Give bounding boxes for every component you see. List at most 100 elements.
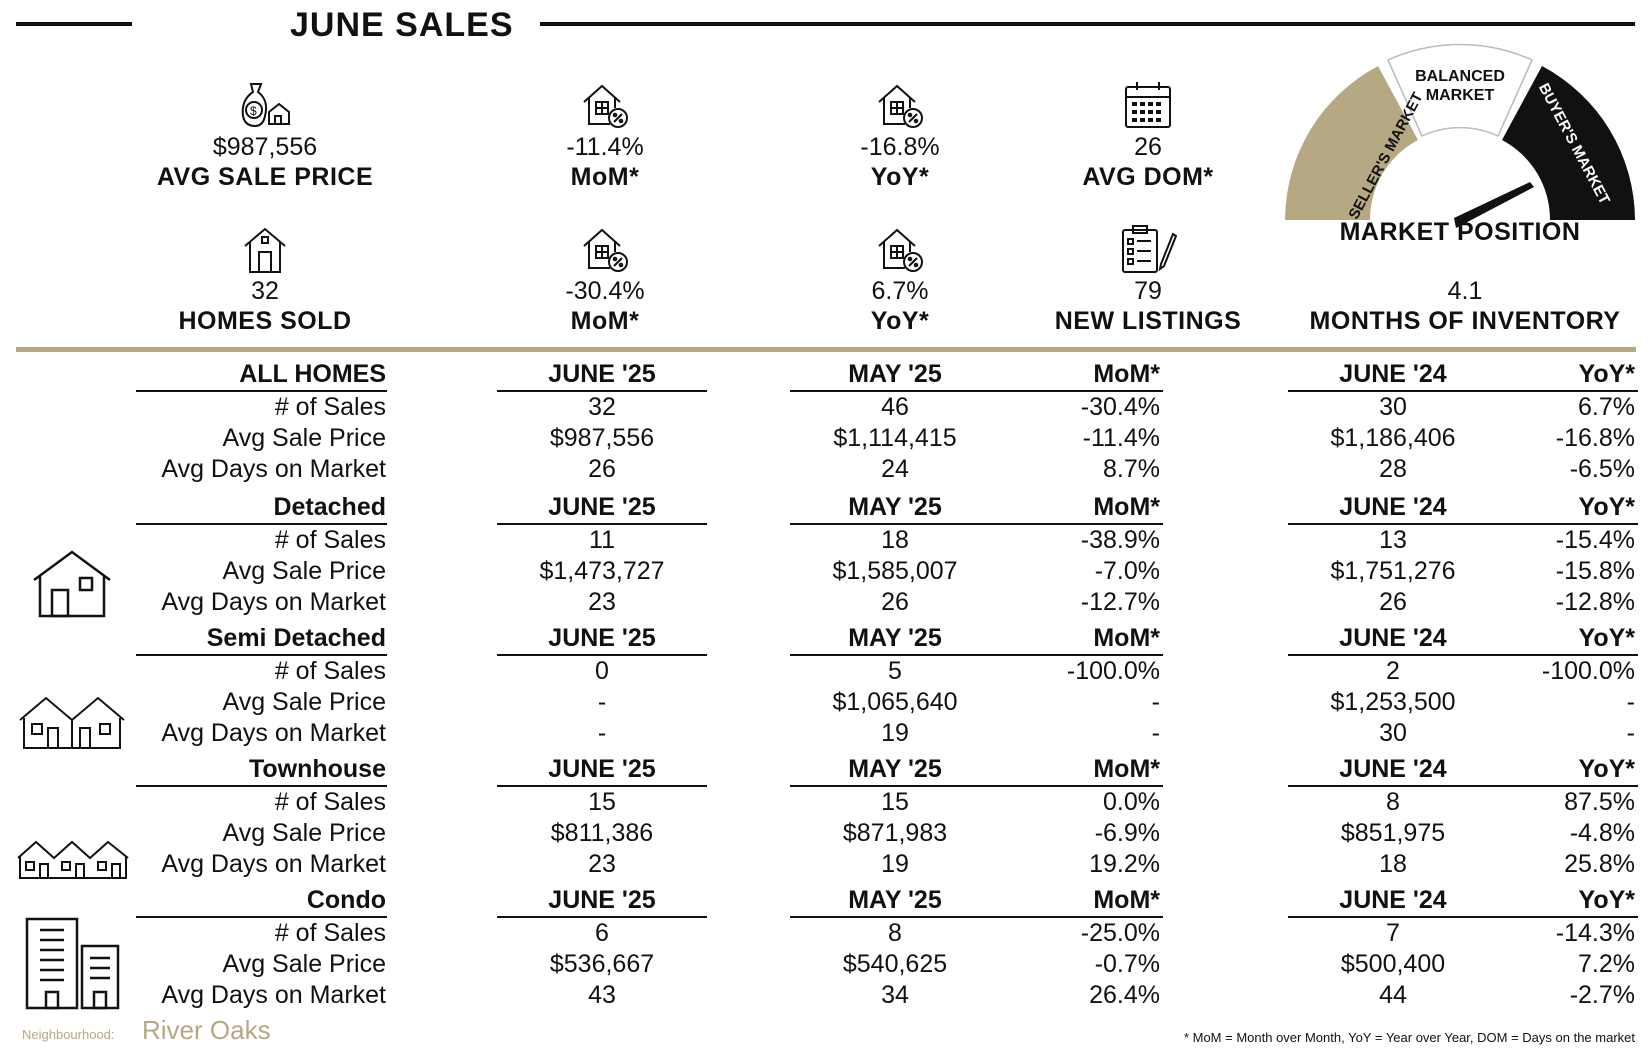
header-underline <box>1288 785 1638 787</box>
column-header: MAY '25 <box>848 886 942 914</box>
table-cell: -25.0% <box>1080 919 1160 947</box>
row-label: Avg Days on Market <box>161 588 386 616</box>
stat-value: 32 <box>251 277 279 305</box>
table-cell: 23 <box>588 588 616 616</box>
row-label: # of Sales <box>274 526 386 554</box>
table-cell: -6.5% <box>1569 455 1635 483</box>
header-underline <box>1288 654 1638 656</box>
table-cell: 43 <box>588 981 616 1009</box>
table-cell: -7.0% <box>1094 557 1160 585</box>
table-cell: 0.0% <box>1103 788 1160 816</box>
row-label: Avg Days on Market <box>161 455 386 483</box>
table-cell: -11.4% <box>1082 424 1160 452</box>
stat-homes-sold: 32 HOMES SOLD <box>125 222 405 336</box>
footnote: * MoM = Month over Month, YoY = Year ove… <box>1183 1030 1635 1045</box>
market-position-gauge: SELLER'S MARKET BALANCED MARKET BUYER'S … <box>1270 40 1650 245</box>
table-cell: 6.7% <box>1578 393 1635 421</box>
table-cell: 18 <box>881 526 909 554</box>
table-cell: -16.8% <box>1555 424 1635 452</box>
table-cell: -14.3% <box>1555 919 1635 947</box>
table-cell: 6 <box>595 919 609 947</box>
balanced-label-2: MARKET <box>1426 87 1495 104</box>
table-cell: -2.7% <box>1569 981 1635 1009</box>
row-label: Avg Sale Price <box>222 950 386 978</box>
stat-months-inventory: 4.1 MONTHS OF INVENTORY <box>1290 222 1640 336</box>
table-cell: 19.2% <box>1089 850 1160 878</box>
header-underline <box>790 916 1163 918</box>
table-cell: 8 <box>888 919 902 947</box>
column-header: MoM* <box>1093 755 1160 783</box>
header-underline <box>1288 523 1638 525</box>
table-cell: -0.7% <box>1094 950 1160 978</box>
stat-value: -30.4% <box>565 277 645 305</box>
column-header: MAY '25 <box>848 493 942 521</box>
stat-yoy-sales: 6.7% YoY* <box>760 222 1040 336</box>
header-underline <box>790 390 1163 392</box>
header-underline <box>136 654 387 656</box>
table-cell: 7 <box>1386 919 1400 947</box>
calendar-icon <box>1008 78 1288 130</box>
house-percent-icon <box>465 222 745 274</box>
table-cell: -38.9% <box>1080 526 1160 554</box>
stat-label: MoM* <box>570 163 640 191</box>
row-label: # of Sales <box>274 788 386 816</box>
stat-value: 4.1 <box>1447 277 1483 305</box>
table-cell: $500,400 <box>1340 950 1446 978</box>
stat-label: YoY* <box>870 163 930 191</box>
column-header: MAY '25 <box>848 624 942 652</box>
row-label: Avg Sale Price <box>222 424 386 452</box>
table-cell: $987,556 <box>549 424 655 452</box>
stat-value: -16.8% <box>860 133 940 161</box>
table-cell: 11 <box>589 526 615 554</box>
column-header: MAY '25 <box>848 360 942 388</box>
stat-yoy-price: -16.8% YoY* <box>760 78 1040 192</box>
table-cell: -15.4% <box>1555 526 1635 554</box>
table-cell: 30 <box>1379 393 1407 421</box>
table-cell: -100.0% <box>1066 657 1160 685</box>
stat-value: -11.4% <box>566 133 644 161</box>
stat-label: NEW LISTINGS <box>1054 307 1242 335</box>
stat-label: AVG SALE PRICE <box>156 163 374 191</box>
table-cell: 26.4% <box>1089 981 1160 1009</box>
table-cell: 34 <box>881 981 909 1009</box>
detached-house-icon <box>32 550 112 623</box>
table-cell: 32 <box>588 393 616 421</box>
stat-label: YoY* <box>870 307 930 335</box>
balanced-segment <box>1387 43 1533 138</box>
header-underline <box>497 785 707 787</box>
column-header: MoM* <box>1093 360 1160 388</box>
section-title: Semi Detached <box>206 624 386 652</box>
stat-label: AVG DOM* <box>1082 163 1214 191</box>
sellers-segment <box>1285 66 1418 220</box>
table-cell: - <box>1626 719 1635 747</box>
table-cell: $1,253,500 <box>1330 688 1456 716</box>
table-cell: - <box>597 719 607 747</box>
stat-value: 79 <box>1134 277 1162 305</box>
table-cell: 2 <box>1386 657 1400 685</box>
column-header: JUNE '24 <box>1339 624 1447 652</box>
stat-value: $987,556 <box>212 133 318 161</box>
table-cell: 24 <box>881 455 909 483</box>
table-cell: - <box>1151 719 1160 747</box>
table-cell: $1,585,007 <box>832 557 958 585</box>
neighbourhood-label: Neighbourhood: <box>22 1027 115 1042</box>
table-cell: 26 <box>881 588 909 616</box>
money-bag-house-icon: $ <box>125 78 405 130</box>
house-percent-icon <box>760 222 1040 274</box>
table-cell: 15 <box>881 788 909 816</box>
table-cell: 44 <box>1379 981 1407 1009</box>
column-header: JUNE '24 <box>1339 493 1447 521</box>
table-cell: -12.8% <box>1555 588 1635 616</box>
row-label: Avg Sale Price <box>222 819 386 847</box>
header-underline <box>790 785 1163 787</box>
header-underline <box>136 390 387 392</box>
table-cell: 7.2% <box>1578 950 1635 978</box>
table-cell: -15.8% <box>1555 557 1635 585</box>
table-cell: $1,186,406 <box>1330 424 1456 452</box>
header-underline <box>790 654 1163 656</box>
table-cell: 15 <box>588 788 616 816</box>
svg-text:$: $ <box>250 104 257 118</box>
header-rule-left <box>16 22 132 26</box>
page-title: JUNE SALES <box>290 6 514 44</box>
table-cell: - <box>1151 688 1160 716</box>
